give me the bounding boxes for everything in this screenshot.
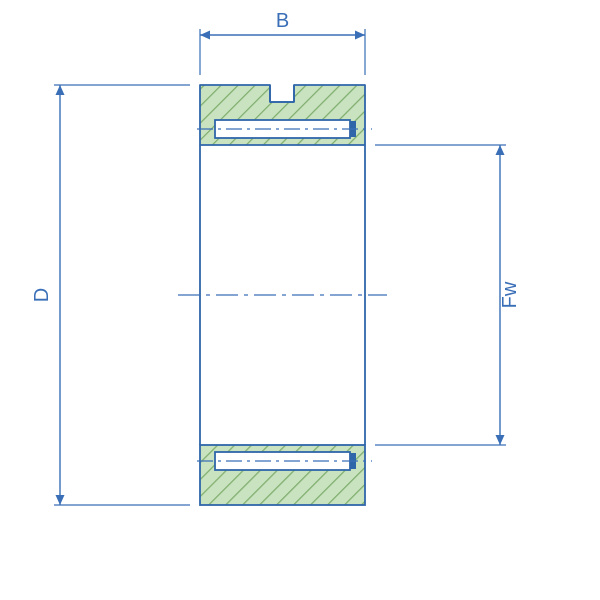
dim-label-B: B [276, 10, 289, 32]
dim-label-Fw: Fw [499, 281, 521, 308]
bearing-cross-section: B D Fw [0, 0, 600, 600]
dim-label-D: D [31, 288, 53, 302]
